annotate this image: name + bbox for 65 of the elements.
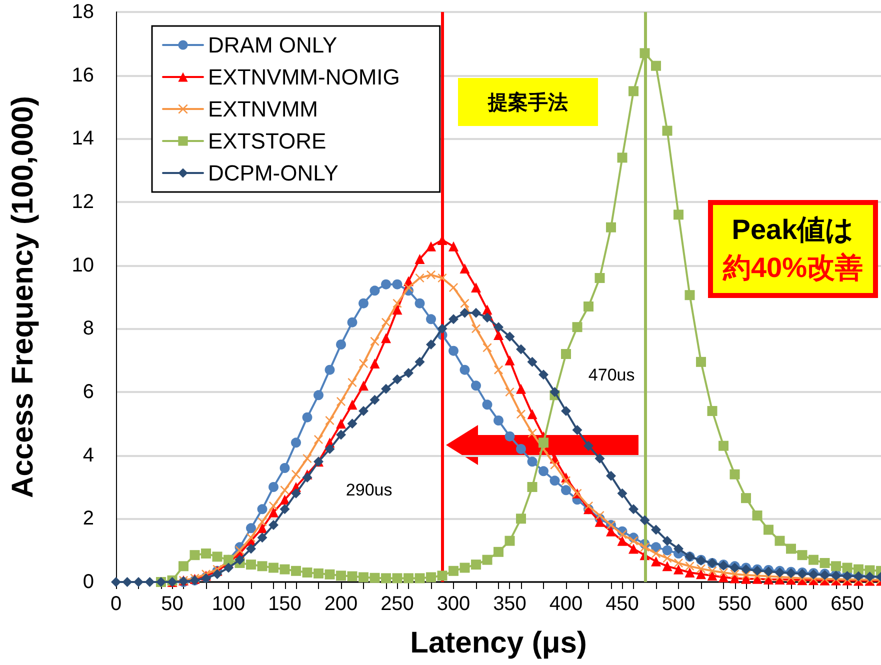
point	[516, 444, 526, 454]
y-tick-label: 10	[72, 254, 94, 276]
y-tick-label: 14	[72, 128, 94, 150]
x-tick-label: 100	[212, 593, 246, 615]
point	[651, 542, 661, 552]
point	[662, 545, 672, 556]
x-tick-label: 0	[110, 593, 122, 615]
x-tick-label: 200	[324, 593, 358, 615]
x-tick-label: 250	[380, 593, 414, 615]
point	[414, 298, 425, 308]
point	[246, 523, 256, 534]
legend-label: DRAM ONLY	[208, 32, 338, 58]
y-tick-label: 12	[72, 191, 94, 213]
point	[302, 412, 312, 422]
annotation: Peak値は	[730, 213, 856, 247]
x-tick-label: 50	[161, 593, 184, 615]
point	[291, 438, 301, 448]
point	[268, 482, 278, 492]
x-tick-label: 150	[268, 593, 302, 615]
point	[504, 431, 515, 442]
legend-label: EXTNVMM	[208, 96, 318, 122]
y-axis-title: Access Frequency (100,000)	[6, 96, 40, 498]
y-tick-label: 8	[82, 318, 94, 340]
point	[280, 463, 290, 473]
point	[550, 476, 560, 486]
x-tick-label: 550	[718, 593, 752, 615]
y-tick-label: 16	[72, 64, 94, 86]
legend-label: EXTNVMM-NOMIG	[208, 64, 400, 90]
legend-label: EXTSTORE	[208, 128, 326, 154]
y-tick-label: 4	[82, 444, 94, 466]
point	[527, 456, 538, 467]
point	[257, 504, 268, 514]
x-tick-label: 450	[606, 593, 639, 615]
y-tick-label: 18	[72, 1, 94, 23]
ref-line-label: 290us	[346, 480, 392, 500]
point	[538, 466, 548, 476]
x-tick-label: 350	[493, 593, 526, 615]
x-tick-label: 500	[662, 593, 696, 615]
point	[494, 416, 504, 426]
point	[336, 340, 346, 350]
point	[448, 346, 458, 356]
y-tick-label: 0	[82, 571, 94, 593]
point	[471, 380, 481, 391]
y-tick-label: 6	[82, 381, 94, 403]
point	[314, 390, 324, 400]
point	[426, 314, 436, 324]
point	[358, 298, 368, 308]
point	[370, 286, 380, 296]
ref-line-label: 470us	[588, 366, 635, 384]
annotation: 約40%改善	[722, 251, 864, 285]
x-tick-label: 400	[549, 593, 583, 615]
legend-label: DCPM-ONLY	[208, 160, 339, 186]
x-tick-label: 300	[436, 593, 470, 615]
annotation: 提案手法	[458, 78, 598, 126]
y-tick-label: 2	[82, 508, 94, 530]
point	[482, 400, 492, 410]
point	[347, 317, 358, 328]
point	[460, 364, 470, 375]
x-tick-label: 600	[774, 593, 808, 615]
point	[392, 279, 402, 290]
point	[324, 364, 335, 375]
x-tick-label: 650	[830, 593, 864, 615]
point	[561, 485, 571, 496]
x-axis-title: Latency (μs)	[410, 626, 587, 660]
point	[381, 279, 391, 290]
